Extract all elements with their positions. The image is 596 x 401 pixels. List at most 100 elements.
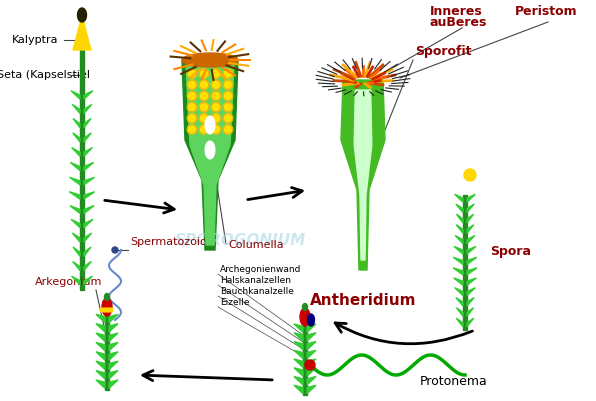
Text: Archegonienwand: Archegonienwand [220, 265, 302, 274]
Circle shape [199, 113, 209, 123]
Polygon shape [96, 342, 105, 351]
Polygon shape [307, 368, 316, 376]
Circle shape [187, 80, 197, 89]
Text: Peristom: Peristom [515, 5, 578, 18]
Text: Columella: Columella [228, 240, 284, 250]
Ellipse shape [205, 116, 215, 134]
Text: Spermatozoid: Spermatozoid [130, 237, 207, 247]
Polygon shape [307, 359, 316, 367]
Polygon shape [84, 192, 95, 199]
Polygon shape [294, 324, 303, 332]
Polygon shape [73, 118, 80, 128]
Polygon shape [307, 342, 316, 350]
Polygon shape [84, 91, 93, 99]
Text: Eizelle: Eizelle [220, 298, 250, 307]
Text: Spora: Spora [490, 245, 531, 258]
Polygon shape [70, 177, 80, 185]
Polygon shape [467, 298, 474, 306]
Polygon shape [84, 148, 92, 156]
Ellipse shape [308, 314, 315, 326]
Polygon shape [456, 204, 463, 213]
Ellipse shape [300, 308, 310, 326]
Circle shape [199, 125, 209, 134]
Circle shape [187, 125, 197, 134]
Polygon shape [84, 133, 91, 142]
Circle shape [212, 91, 221, 101]
Bar [105, 315, 109, 390]
Circle shape [187, 69, 197, 78]
Polygon shape [96, 324, 105, 332]
Ellipse shape [77, 8, 86, 22]
Polygon shape [294, 350, 303, 358]
Polygon shape [109, 342, 118, 351]
Polygon shape [307, 350, 316, 358]
Polygon shape [307, 385, 316, 394]
Polygon shape [454, 278, 463, 285]
Polygon shape [453, 268, 463, 275]
Circle shape [199, 69, 209, 78]
Circle shape [224, 125, 232, 134]
Polygon shape [307, 333, 316, 341]
Bar [80, 90, 84, 290]
Polygon shape [96, 371, 105, 379]
Circle shape [106, 308, 110, 312]
Ellipse shape [205, 141, 215, 159]
Polygon shape [294, 342, 303, 350]
Ellipse shape [102, 298, 112, 316]
Polygon shape [84, 104, 92, 113]
Circle shape [464, 169, 476, 181]
Polygon shape [467, 288, 476, 296]
Polygon shape [72, 148, 80, 156]
Polygon shape [109, 333, 118, 341]
Polygon shape [467, 308, 474, 316]
Polygon shape [84, 276, 92, 285]
Polygon shape [467, 247, 476, 254]
Circle shape [199, 91, 209, 101]
Circle shape [224, 69, 232, 78]
Circle shape [187, 91, 197, 101]
Circle shape [112, 247, 118, 253]
Polygon shape [182, 60, 238, 250]
Polygon shape [467, 278, 476, 285]
Bar [303, 325, 307, 395]
Polygon shape [467, 225, 474, 233]
Polygon shape [96, 380, 105, 388]
Polygon shape [294, 385, 303, 394]
Polygon shape [467, 204, 474, 213]
Polygon shape [467, 194, 476, 202]
Polygon shape [84, 233, 92, 242]
Polygon shape [455, 235, 463, 244]
Polygon shape [109, 324, 118, 332]
Polygon shape [467, 318, 474, 327]
Circle shape [224, 102, 232, 112]
Polygon shape [109, 371, 118, 379]
Ellipse shape [303, 304, 308, 310]
Text: auBeres: auBeres [430, 16, 488, 29]
Polygon shape [455, 288, 463, 296]
Circle shape [109, 308, 113, 312]
Polygon shape [73, 247, 80, 256]
Polygon shape [109, 361, 118, 370]
Polygon shape [341, 80, 385, 270]
Polygon shape [457, 308, 463, 316]
Polygon shape [71, 91, 80, 99]
Polygon shape [307, 324, 316, 332]
Circle shape [212, 80, 221, 89]
Circle shape [212, 102, 221, 112]
Polygon shape [70, 206, 80, 213]
Polygon shape [109, 352, 118, 360]
Text: Kalyptra: Kalyptra [12, 35, 58, 45]
Text: Inneres: Inneres [430, 5, 483, 18]
Polygon shape [71, 219, 80, 228]
Polygon shape [453, 257, 463, 265]
Polygon shape [96, 314, 105, 323]
Polygon shape [84, 177, 95, 185]
Text: Seta (Kapselstiel: Seta (Kapselstiel [0, 70, 90, 80]
Text: Sporofit: Sporofit [415, 45, 471, 58]
Polygon shape [72, 233, 80, 242]
Polygon shape [70, 162, 80, 170]
Polygon shape [294, 377, 303, 385]
Polygon shape [96, 333, 105, 341]
Polygon shape [84, 261, 91, 271]
Polygon shape [72, 276, 80, 285]
